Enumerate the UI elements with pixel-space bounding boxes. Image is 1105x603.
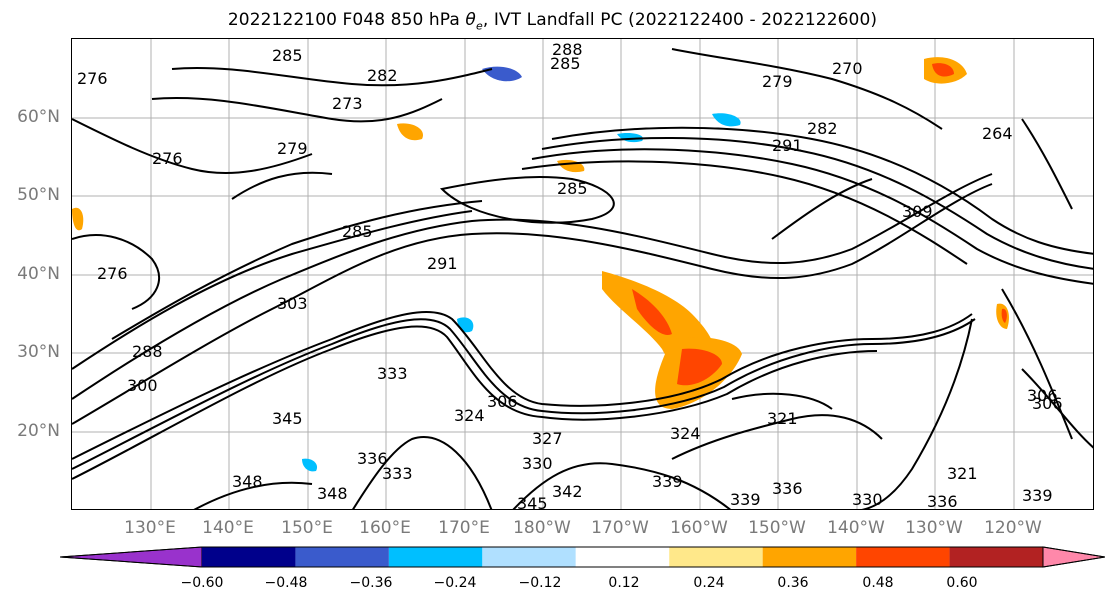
- colorbar-tick-label: 0.60: [946, 575, 978, 591]
- contour-label-group: 276 285 288 285 282 279 270 273 279 276 …: [77, 40, 1063, 510]
- contour-label: 279: [277, 139, 308, 158]
- colorbar-extend-min: [60, 546, 203, 568]
- colorbar-tick-label: −0.36: [349, 575, 393, 591]
- contour-label: 327: [532, 429, 563, 448]
- contour-label: 321: [947, 464, 978, 483]
- lat-label-60n: 60°N: [17, 107, 60, 127]
- contour-label: 264: [982, 124, 1013, 143]
- contour-label: 303: [277, 294, 308, 313]
- contour-label: 288: [132, 342, 163, 361]
- contour-label: 336: [357, 449, 388, 468]
- colorbar-segment: [202, 547, 296, 567]
- ivt-shading: [72, 57, 1009, 472]
- contour-label: 321: [767, 409, 798, 428]
- colorbar-extend-max: [1042, 546, 1105, 568]
- contour-label: 336: [772, 479, 803, 498]
- lon-label: 170°W: [591, 518, 649, 538]
- contour-label: 309: [902, 202, 933, 221]
- contour-label: 273: [332, 94, 363, 113]
- colorbar-tick-label: 0.48: [862, 575, 894, 591]
- lon-label: 160°E: [359, 518, 411, 538]
- contour-label: 342: [552, 482, 583, 501]
- contour-label: 291: [772, 136, 803, 155]
- contour-label: 339: [730, 490, 761, 509]
- contour-label: 270: [832, 59, 863, 78]
- lon-label: 170°E: [438, 518, 490, 538]
- lon-label: 140°W: [827, 518, 885, 538]
- contour-label: 285: [272, 46, 303, 65]
- lon-label: 180°W: [513, 518, 571, 538]
- colorbar-segment: [949, 547, 1043, 567]
- contour-label: 339: [652, 472, 683, 491]
- lat-label-30n: 30°N: [17, 342, 60, 362]
- contour-label: 285: [342, 222, 373, 241]
- contour-label: 306: [487, 392, 518, 411]
- lon-label: 150°E: [281, 518, 333, 538]
- contour-label: 345: [272, 409, 303, 428]
- lat-label-50n: 50°N: [17, 185, 60, 205]
- contour-label: 306: [1032, 394, 1063, 413]
- contour-label: 279: [762, 72, 793, 91]
- lat-label-40n: 40°N: [17, 264, 60, 284]
- colorbar-segment: [295, 547, 389, 567]
- colorbar-segment: [575, 547, 670, 567]
- lon-label: 120°W: [984, 518, 1042, 538]
- lon-label: 130°W: [905, 518, 963, 538]
- lon-label: 140°E: [202, 518, 254, 538]
- colorbar-segment: [669, 547, 763, 567]
- contour-label: 348: [317, 484, 348, 503]
- contour-label: 333: [377, 364, 408, 383]
- contour-label: 339: [1022, 486, 1053, 505]
- lon-label: 130°E: [124, 518, 176, 538]
- theta-e-contours: [72, 48, 1093, 509]
- colorbar-tick-label: 0.36: [777, 575, 809, 591]
- contour-label: 348: [232, 472, 263, 491]
- lat-label-20n: 20°N: [17, 421, 60, 441]
- colorbar-outline: [60, 546, 1105, 568]
- colorbar-segment: [482, 547, 576, 567]
- contour-label: 276: [152, 149, 183, 168]
- contour-label: 345: [517, 494, 548, 510]
- contour-label: 306: [1027, 386, 1058, 405]
- contour-label: 330: [852, 490, 883, 509]
- colorbar-segment: [856, 547, 950, 567]
- colorbar-tick-label: −0.60: [180, 575, 224, 591]
- colorbar-tick-label: 0.12: [608, 575, 640, 591]
- contour-label: 300: [127, 376, 158, 395]
- colorbar-tick-label: −0.48: [264, 575, 308, 591]
- contour-label: 324: [454, 406, 485, 425]
- contour-label: 288: [552, 40, 583, 59]
- graticule: [72, 39, 1093, 509]
- contour-label: 282: [367, 66, 398, 85]
- map-title: 2022122100 F048 850 hPa θe, IVT Landfall…: [227, 10, 878, 33]
- contour-label: 291: [427, 254, 458, 273]
- contour-label: 282: [807, 119, 838, 138]
- colorbar-segment: [388, 547, 483, 567]
- colorbar-segment: [762, 547, 857, 567]
- lon-label: 150°W: [748, 518, 806, 538]
- map-panel: 276 285 288 285 282 279 270 273 279 276 …: [71, 38, 1094, 510]
- contour-map: 276 285 288 285 282 279 270 273 279 276 …: [72, 39, 1093, 510]
- contour-label: 285: [550, 54, 581, 73]
- colorbar-tick-label: −0.24: [433, 575, 477, 591]
- contour-label: 336: [927, 492, 958, 510]
- contour-label: 330: [522, 454, 553, 473]
- colorbar: [60, 546, 1105, 568]
- lon-label: 160°W: [670, 518, 728, 538]
- contour-label: 276: [77, 69, 108, 88]
- contour-label: 324: [670, 424, 701, 443]
- contour-label: 276: [97, 264, 128, 283]
- contour-label: 285: [557, 179, 588, 198]
- colorbar-tick-label: 0.24: [693, 575, 725, 591]
- contour-label: 333: [382, 464, 413, 483]
- colorbar-tick-label: −0.12: [518, 575, 562, 591]
